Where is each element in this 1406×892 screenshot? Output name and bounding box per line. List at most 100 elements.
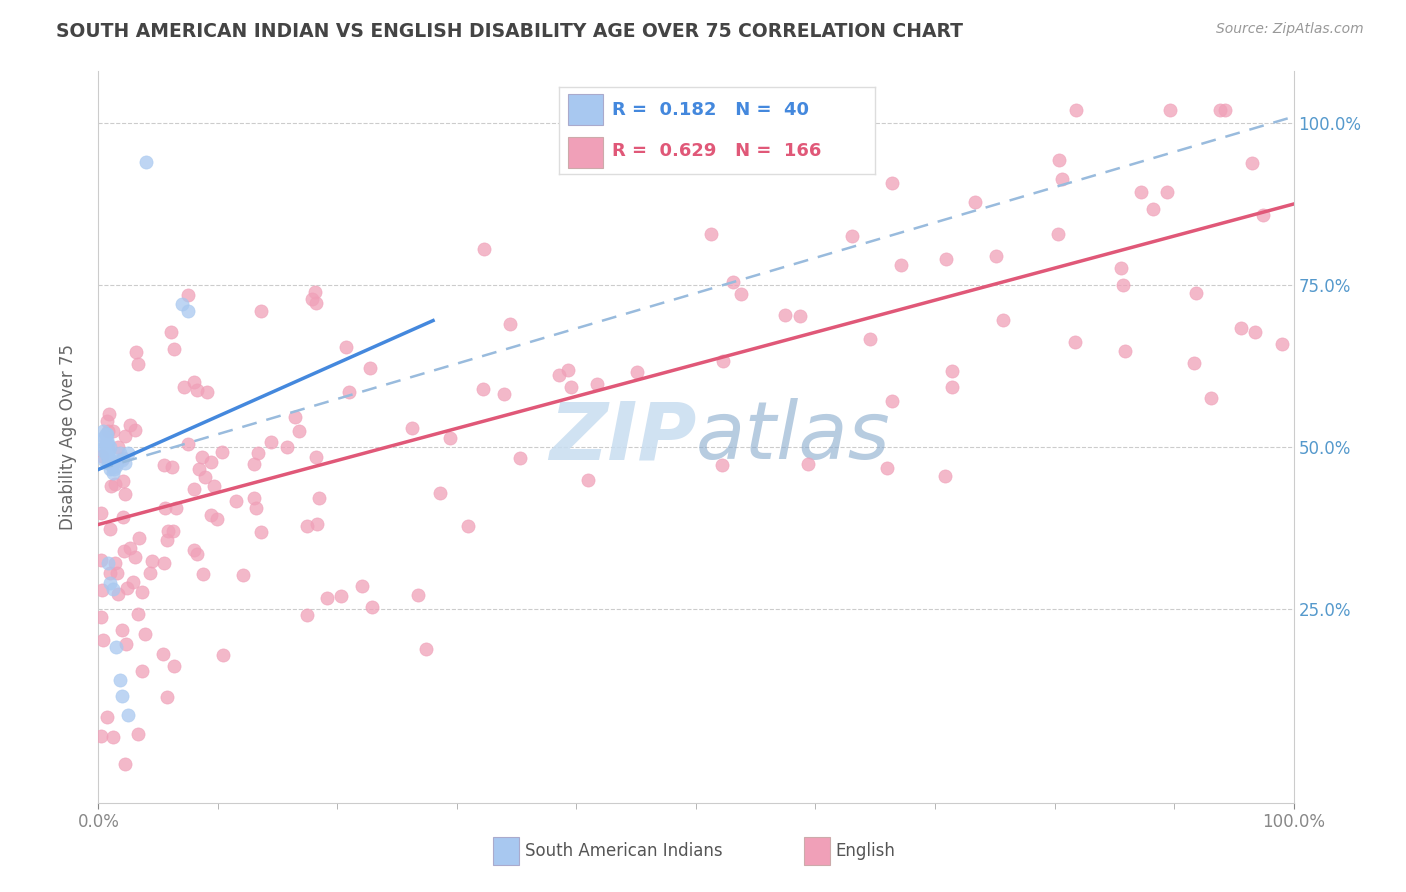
Point	[194, 470, 217, 484]
Point	[124, 423, 146, 437]
Y-axis label: Disability Age Over 75: Disability Age Over 75	[59, 344, 77, 530]
Point	[114, 487, 136, 501]
Point	[96, 434, 118, 448]
Point	[308, 491, 330, 506]
Point	[117, 446, 139, 460]
Point	[246, 446, 269, 460]
Point	[200, 454, 222, 468]
Point	[97, 408, 120, 422]
Point	[195, 385, 218, 400]
Point	[859, 332, 882, 346]
Point	[114, 428, 136, 442]
Point	[97, 424, 120, 438]
Point	[107, 441, 129, 455]
Point	[876, 461, 898, 475]
Point	[125, 345, 148, 359]
Point	[101, 424, 124, 438]
Point	[183, 542, 205, 557]
Point	[576, 473, 599, 487]
Text: Source: ZipAtlas.com: Source: ZipAtlas.com	[1216, 22, 1364, 37]
Point	[499, 317, 522, 331]
Point	[339, 385, 361, 400]
Point	[115, 581, 138, 595]
Point	[90, 729, 112, 743]
Point	[98, 575, 122, 590]
Point	[250, 525, 273, 540]
Point	[941, 379, 963, 393]
Point	[965, 194, 987, 209]
Point	[90, 506, 112, 520]
Point	[134, 627, 156, 641]
Point	[104, 557, 127, 571]
Point	[91, 443, 114, 458]
Point	[191, 567, 214, 582]
Point	[91, 449, 114, 463]
Point	[183, 375, 205, 389]
Point	[991, 313, 1014, 327]
Text: atlas: atlas	[696, 398, 891, 476]
Point	[139, 566, 162, 580]
Point	[96, 450, 118, 464]
Point	[183, 482, 205, 496]
Point	[1063, 334, 1085, 349]
Point	[162, 524, 184, 538]
Point	[787, 121, 810, 136]
Point	[472, 382, 495, 396]
Point	[117, 708, 139, 723]
Point	[276, 440, 298, 454]
Point	[225, 493, 247, 508]
Text: ZIP: ZIP	[548, 398, 696, 476]
Point	[1201, 391, 1223, 405]
Point	[93, 440, 115, 454]
Point	[841, 228, 863, 243]
Point	[108, 446, 131, 460]
Point	[710, 458, 733, 473]
Point	[172, 297, 194, 311]
Point	[797, 457, 820, 471]
Text: South American Indians: South American Indians	[524, 842, 723, 860]
Point	[245, 501, 267, 516]
Point	[97, 557, 120, 571]
Point	[100, 479, 122, 493]
Point	[107, 587, 129, 601]
Point	[163, 659, 186, 673]
Point	[153, 501, 176, 516]
Point	[153, 458, 176, 473]
Point	[401, 421, 423, 435]
Point	[1213, 103, 1236, 118]
Point	[472, 243, 495, 257]
Point	[730, 287, 752, 301]
Point	[97, 456, 120, 470]
Point	[108, 673, 131, 687]
Point	[773, 308, 796, 322]
Point	[408, 588, 430, 602]
Point	[1240, 156, 1263, 170]
Point	[1112, 278, 1135, 293]
Point	[94, 446, 117, 460]
Point	[121, 574, 143, 589]
Point	[700, 227, 723, 241]
Point	[429, 486, 451, 500]
Point	[188, 461, 211, 475]
Point	[361, 600, 384, 615]
Point	[560, 380, 582, 394]
Point	[415, 642, 437, 657]
Point	[789, 309, 811, 323]
Point	[90, 553, 112, 567]
Point	[91, 424, 114, 438]
Point	[335, 340, 357, 354]
Point	[941, 364, 963, 378]
Point	[1047, 153, 1070, 168]
Point	[439, 431, 461, 445]
Point	[173, 380, 195, 394]
Point	[242, 457, 264, 471]
Point	[156, 690, 179, 705]
Point	[127, 727, 149, 741]
Point	[111, 623, 134, 637]
Point	[243, 491, 266, 505]
Point	[156, 533, 179, 548]
Point	[509, 451, 531, 466]
Point	[1047, 227, 1070, 241]
Point	[1244, 325, 1267, 339]
Point	[176, 436, 198, 450]
